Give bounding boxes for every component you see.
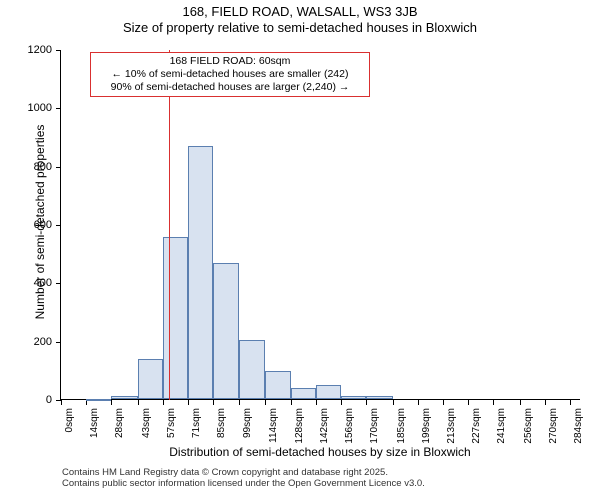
- histogram-chart: 168, FIELD ROAD, WALSALL, WS3 3JB Size o…: [0, 0, 600, 500]
- xtick-mark: [443, 400, 444, 405]
- reference-annotation-line: 168 FIELD ROAD: 60sqm: [95, 55, 365, 68]
- xtick-mark: [138, 400, 139, 405]
- xtick-mark: [111, 400, 112, 405]
- attribution-line2: Contains public sector information licen…: [62, 478, 425, 489]
- histogram-bar: [239, 340, 266, 399]
- xtick-mark: [291, 400, 292, 405]
- histogram-bar: [188, 146, 213, 399]
- histogram-bar: [291, 388, 316, 399]
- histogram-bar: [213, 263, 238, 399]
- xtick-mark: [493, 400, 494, 405]
- xtick-label: 142sqm: [319, 408, 330, 444]
- xtick-mark: [468, 400, 469, 405]
- reference-annotation-line: 90% of semi-detached houses are larger (…: [95, 81, 365, 94]
- ytick-label: 1000: [12, 102, 52, 114]
- reference-line: [169, 50, 170, 400]
- xtick-mark: [188, 400, 189, 405]
- ytick-label: 400: [12, 277, 52, 289]
- xtick-mark: [316, 400, 317, 405]
- xtick-label: 128sqm: [294, 408, 305, 444]
- xtick-mark: [520, 400, 521, 405]
- ytick-label: 0: [12, 394, 52, 406]
- xtick-mark: [545, 400, 546, 405]
- xtick-label: 114sqm: [268, 408, 279, 443]
- xtick-mark: [418, 400, 419, 405]
- attribution-line1: Contains HM Land Registry data © Crown c…: [62, 467, 425, 478]
- ytick-mark: [56, 225, 61, 226]
- xtick-mark: [61, 400, 62, 405]
- xtick-label: 71sqm: [191, 408, 202, 438]
- xtick-mark: [393, 400, 394, 405]
- histogram-bar: [111, 396, 138, 399]
- xtick-label: 0sqm: [64, 408, 75, 432]
- attribution: Contains HM Land Registry data © Crown c…: [62, 467, 425, 490]
- reference-annotation-line: ← 10% of semi-detached houses are smalle…: [95, 68, 365, 81]
- xtick-label: 256sqm: [523, 408, 534, 444]
- ytick-mark: [56, 283, 61, 284]
- xtick-label: 156sqm: [344, 408, 355, 444]
- xtick-label: 270sqm: [548, 408, 559, 444]
- xtick-label: 241sqm: [496, 408, 507, 444]
- histogram-bar: [341, 396, 366, 399]
- ytick-mark: [56, 342, 61, 343]
- histogram-bar: [316, 385, 341, 399]
- ytick-mark: [56, 50, 61, 51]
- xtick-label: 227sqm: [471, 408, 482, 444]
- xtick-mark: [265, 400, 266, 405]
- histogram-bar: [163, 237, 188, 399]
- plot-area: [60, 50, 580, 400]
- x-axis-label: Distribution of semi-detached houses by …: [60, 445, 580, 459]
- xtick-label: 199sqm: [421, 408, 432, 444]
- xtick-mark: [239, 400, 240, 405]
- histogram-bar: [86, 399, 111, 401]
- xtick-label: 170sqm: [369, 408, 380, 444]
- xtick-label: 213sqm: [446, 408, 457, 444]
- chart-title-line2: Size of property relative to semi-detach…: [0, 20, 600, 35]
- xtick-label: 185sqm: [396, 408, 407, 444]
- histogram-bar: [366, 396, 393, 399]
- xtick-label: 43sqm: [141, 408, 152, 438]
- ytick-label: 200: [12, 336, 52, 348]
- ytick-label: 1200: [12, 44, 52, 56]
- histogram-bar: [138, 359, 163, 399]
- xtick-label: 85sqm: [216, 408, 227, 438]
- xtick-mark: [213, 400, 214, 405]
- xtick-label: 284sqm: [573, 408, 584, 444]
- xtick-label: 28sqm: [114, 408, 125, 438]
- ytick-label: 800: [12, 161, 52, 173]
- xtick-label: 14sqm: [89, 408, 100, 438]
- reference-annotation-box: 168 FIELD ROAD: 60sqm← 10% of semi-detac…: [90, 52, 370, 97]
- ytick-label: 600: [12, 219, 52, 231]
- chart-title-line1: 168, FIELD ROAD, WALSALL, WS3 3JB: [0, 4, 600, 19]
- xtick-mark: [163, 400, 164, 405]
- xtick-mark: [86, 400, 87, 405]
- histogram-bar: [265, 371, 290, 399]
- xtick-mark: [341, 400, 342, 405]
- ytick-mark: [56, 108, 61, 109]
- xtick-mark: [366, 400, 367, 405]
- xtick-mark: [570, 400, 571, 405]
- ytick-mark: [56, 167, 61, 168]
- xtick-label: 57sqm: [166, 408, 177, 438]
- xtick-label: 99sqm: [242, 408, 253, 438]
